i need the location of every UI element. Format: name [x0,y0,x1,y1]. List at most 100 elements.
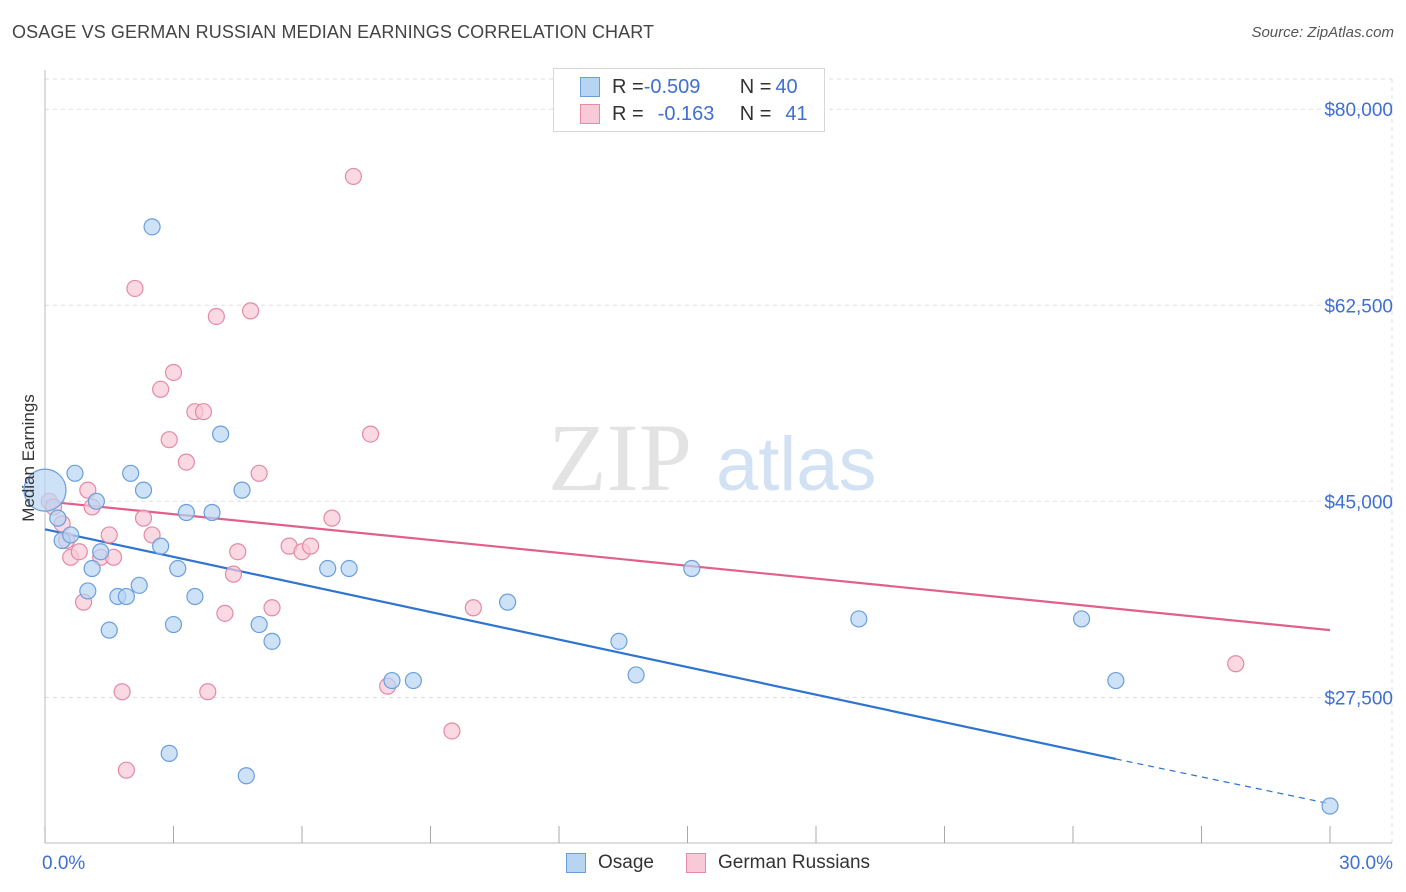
y-tick-label: $45,000 [1324,492,1393,513]
german-russians-point [207,307,225,326]
bottom-legend-german-russians: German Russians [686,852,870,874]
y-tick-label: $62,500 [1324,296,1393,317]
legend-swatch-osage [580,77,600,97]
osage-point [83,559,101,578]
correlation-legend: R = -0.509 N = 40 R = -0.163 N = 41 [553,68,825,132]
osage-point [340,559,358,578]
legend-r-label: R = [612,75,644,98]
osage-point [263,632,281,650]
german-russians-point [263,599,281,617]
osage-point [117,587,135,606]
german-russians-point [464,599,482,617]
legend-n-value-osage: 40 [775,75,798,98]
legend-row-german-russians: R = -0.163 N = 41 [554,101,808,127]
osage-point [203,503,221,522]
osage-point [23,468,67,512]
german-russians-point [160,431,178,449]
bottom-legend-label-german-russians: German Russians [718,852,871,873]
osage-point [233,481,251,499]
german-russians-point [344,167,362,186]
osage-point [1107,671,1125,690]
osage-point [130,576,148,594]
osage-point [49,509,67,527]
axes [44,70,1392,844]
source-label: Source: ZipAtlas.com [1251,24,1394,41]
legend-r-value-osage: -0.509 [643,75,701,98]
chart-title: OSAGE VS GERMAN RUSSIAN MEDIAN EARNINGS … [12,22,655,42]
osage-point [143,218,161,236]
german-russians-point [70,543,88,561]
osage-point [62,526,80,544]
x-tick-label: 30.0% [1339,853,1393,874]
tick-labels: $27,500 $45,000 $62,500 $80,000 0.0% 30.0% [42,100,1393,874]
german-russians-point [152,380,170,398]
german-russians-point [113,683,131,701]
german-russians-point [194,403,213,421]
legend-row-osage: R = -0.509 N = 40 [554,74,798,100]
osage-trend-line-extension [1115,758,1331,805]
german-russians-point [164,363,183,382]
osage-point [134,481,153,499]
y-axis-label: Median Earnings [19,394,38,522]
osage-point [627,666,645,684]
osage-point [404,671,422,690]
legend-r-label: R = [612,102,644,125]
german-russians-point [443,722,461,740]
osage-point [186,587,204,606]
german-russians-point [301,537,320,555]
osage-point [152,537,170,555]
watermark-atlas: atlas [716,422,877,507]
y-tick-label: $27,500 [1324,688,1393,709]
x-tick-label: 0.0% [42,853,85,874]
bottom-legend-swatch-osage [566,853,586,873]
german-russians-point [242,302,260,320]
german-russians-point [199,683,217,701]
osage-point [1072,610,1091,628]
osage-point [383,671,401,690]
bottom-legend-label-osage: Osage [598,852,654,873]
osage-point [850,610,868,628]
osage-point [169,559,187,578]
legend-n-label: N = [739,75,772,98]
german-russians-point [134,509,153,527]
german-russians-point [177,453,195,471]
osage-point [683,559,701,578]
legend-n-label: N = [739,102,772,125]
german-russians-point [323,509,341,527]
osage-trend-line [44,528,1117,761]
german-russians-point [361,425,380,443]
legend-swatch-german-russians [580,104,600,124]
german-russians-point [1227,655,1245,673]
osage-point [1321,797,1339,815]
osage-point [164,615,183,634]
german-russians-point [216,604,234,622]
osage-point [160,744,178,762]
osage-point [237,767,255,785]
watermark-zip: ZIP [548,404,692,511]
bottom-legend-swatch-german-russians [686,853,706,873]
y-tick-label: $80,000 [1324,100,1393,121]
osage-point [87,492,106,510]
german-russians-point [250,464,268,482]
german-russians-point [117,761,135,779]
data-points [23,167,1339,815]
german-russians-point [224,565,243,583]
osage-point [79,582,97,600]
osage-point [610,632,628,650]
osage-point [66,464,84,482]
osage-point [122,464,140,482]
german-russians-point [100,526,118,544]
osage-point [212,425,230,443]
german-russians-point [229,543,247,561]
legend-n-value-german-russians: 41 [785,102,808,125]
german-russians-point [126,279,144,298]
osage-point [100,621,118,639]
osage-point [250,615,268,634]
bottom-legend-osage: Osage [566,852,654,874]
osage-point [92,543,110,561]
osage-point [177,503,195,522]
osage-point [499,593,517,611]
legend-r-value-german-russians: -0.163 [657,102,715,125]
watermark: ZIP atlas [548,404,877,511]
